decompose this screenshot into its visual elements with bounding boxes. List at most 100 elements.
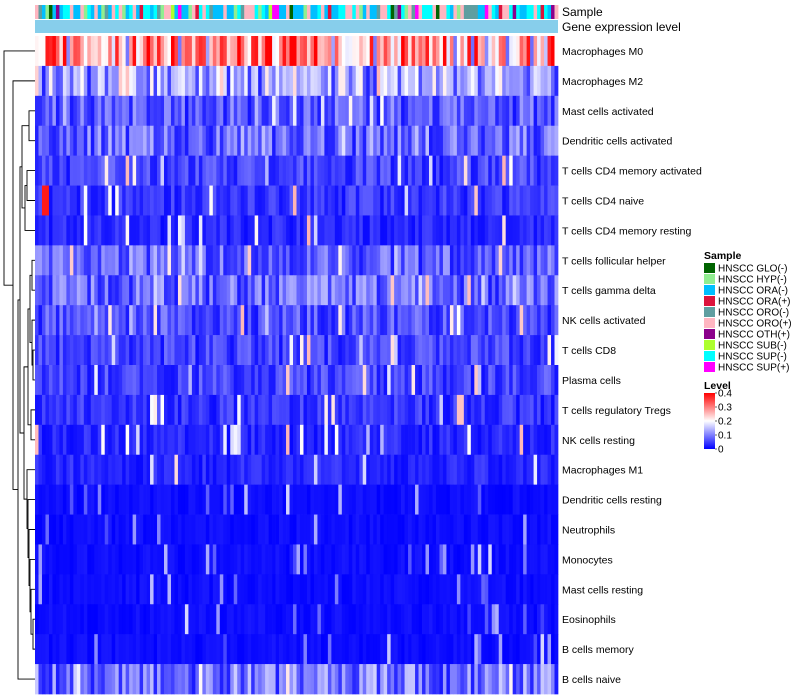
heatmap-cell bbox=[261, 155, 266, 186]
heatmap-cell bbox=[540, 514, 545, 545]
heatmap-cell bbox=[129, 664, 133, 695]
heatmap-cell bbox=[516, 424, 520, 456]
heatmap-cell bbox=[230, 604, 235, 635]
heatmap-cell bbox=[167, 275, 172, 306]
heatmap-cell bbox=[491, 36, 496, 67]
sample-annotation-cell bbox=[519, 5, 524, 19]
heatmap-cell bbox=[376, 215, 381, 246]
heatmap-cell bbox=[265, 664, 269, 695]
heatmap-cell bbox=[530, 275, 534, 306]
heatmap-cell bbox=[474, 424, 479, 456]
heatmap-cell bbox=[362, 275, 367, 306]
heatmap-cell bbox=[279, 394, 283, 426]
heatmap-cell bbox=[52, 634, 57, 665]
heatmap-cell bbox=[261, 36, 266, 67]
heatmap-cell bbox=[97, 604, 102, 635]
heatmap-cell bbox=[198, 664, 203, 695]
sample-annotation-cell bbox=[324, 5, 329, 19]
sample-annotation-cell bbox=[293, 5, 297, 19]
heatmap-cell bbox=[174, 245, 179, 276]
heatmap-cell bbox=[66, 185, 71, 216]
heatmap-cell bbox=[470, 454, 475, 485]
heatmap-cell bbox=[164, 305, 168, 336]
heatmap-cell bbox=[261, 245, 266, 276]
heatmap-cell bbox=[286, 155, 290, 186]
heatmap-cell bbox=[146, 95, 151, 127]
heatmap-cell bbox=[237, 365, 242, 396]
heatmap-cell bbox=[90, 275, 95, 306]
heatmap-cell bbox=[404, 574, 409, 605]
heatmap-cell bbox=[519, 275, 524, 306]
heatmap-cell bbox=[474, 514, 479, 545]
sample-annotation-cell bbox=[240, 5, 245, 19]
heatmap-cell bbox=[66, 454, 71, 485]
heatmap-cell bbox=[254, 335, 259, 366]
heatmap-cell bbox=[362, 484, 367, 515]
heatmap-cell bbox=[174, 514, 179, 545]
heatmap-cell bbox=[460, 155, 465, 186]
heatmap-cell bbox=[327, 484, 332, 515]
heatmap-cell bbox=[362, 514, 367, 545]
heatmap-cell bbox=[418, 275, 423, 306]
heatmap-cell bbox=[108, 125, 113, 156]
heatmap-cell bbox=[66, 604, 71, 635]
heatmap-cell bbox=[153, 185, 158, 216]
heatmap-cell bbox=[547, 36, 552, 67]
heatmap-cell bbox=[352, 65, 357, 97]
heatmap-cell bbox=[376, 36, 381, 67]
heatmap-cell bbox=[310, 155, 315, 186]
heatmap-cell bbox=[293, 544, 297, 575]
heatmap-cell bbox=[383, 125, 388, 156]
heatmap-cell bbox=[390, 394, 395, 426]
heatmap-cell bbox=[254, 155, 259, 186]
sample-annotation-cell bbox=[355, 5, 360, 19]
heatmap-cell bbox=[498, 574, 503, 605]
heatmap-cell bbox=[495, 544, 500, 575]
heatmap-cell bbox=[48, 275, 53, 306]
heatmap-cell bbox=[55, 365, 60, 396]
heatmap-cell bbox=[502, 664, 507, 695]
sample-annotation-cell bbox=[484, 5, 489, 19]
heatmap-cell bbox=[289, 125, 294, 156]
heatmap-cell bbox=[366, 484, 371, 515]
heatmap-cell bbox=[516, 125, 520, 156]
heatmap-cell bbox=[223, 95, 228, 127]
heatmap-cell bbox=[519, 604, 524, 635]
heatmap-cell bbox=[491, 394, 496, 426]
heatmap-cell bbox=[195, 664, 200, 695]
heatmap-cell bbox=[551, 634, 555, 665]
heatmap-cell bbox=[299, 664, 304, 695]
sample-annotation-cell bbox=[432, 5, 437, 19]
heatmap-cell bbox=[80, 514, 85, 545]
heatmap-cell bbox=[355, 125, 360, 156]
heatmap-cell bbox=[251, 544, 256, 575]
heatmap-cell bbox=[76, 544, 81, 575]
heatmap-cell bbox=[275, 36, 280, 67]
heatmap-cell bbox=[453, 424, 458, 456]
heatmap-cell bbox=[118, 65, 123, 97]
heatmap-cell bbox=[111, 275, 116, 306]
heatmap-cell bbox=[435, 155, 440, 186]
heatmap-cell bbox=[41, 454, 46, 485]
heatmap-cell bbox=[132, 36, 137, 67]
heatmap-cell bbox=[212, 65, 217, 97]
heatmap-cell bbox=[170, 634, 175, 665]
heatmap-cell bbox=[519, 65, 524, 97]
heatmap-cell bbox=[279, 215, 283, 246]
sample-annotation-cell bbox=[191, 5, 196, 19]
heatmap-cell bbox=[87, 245, 92, 276]
heatmap-cell bbox=[205, 275, 210, 306]
heatmap-cell bbox=[195, 634, 200, 665]
heatmap-cell bbox=[191, 245, 196, 276]
heatmap-cell bbox=[97, 305, 102, 336]
heatmap-cell bbox=[38, 275, 43, 306]
heatmap-cell bbox=[170, 514, 175, 545]
sample-annotation-cell bbox=[73, 5, 78, 19]
heatmap-cell bbox=[296, 664, 301, 695]
heatmap-cell bbox=[516, 544, 520, 575]
heatmap-cell bbox=[449, 155, 454, 186]
heatmap-cell bbox=[160, 185, 165, 216]
heatmap-cell bbox=[94, 424, 99, 456]
heatmap-cell bbox=[289, 185, 294, 216]
heatmap-cell bbox=[411, 185, 416, 216]
